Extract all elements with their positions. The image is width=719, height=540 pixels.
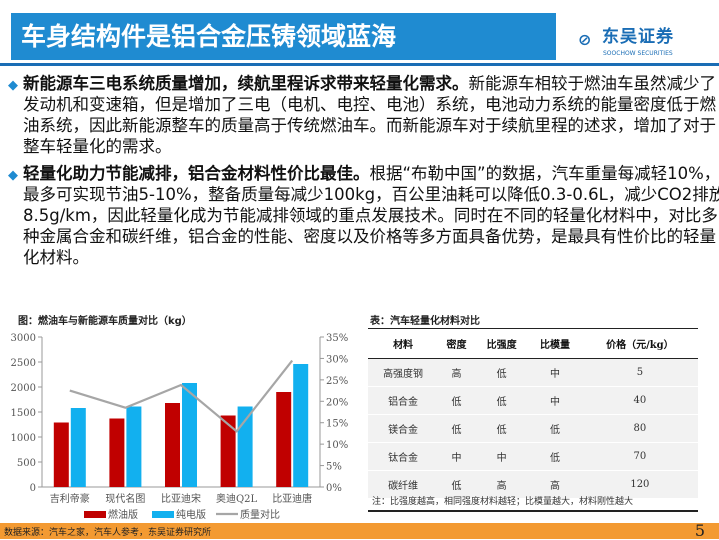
bar-ev — [126, 407, 141, 488]
bar-ev — [182, 383, 197, 487]
table-cell: 钛合金 — [368, 443, 438, 471]
table-cell: 低 — [475, 415, 528, 443]
table-cell: 低 — [475, 387, 528, 415]
paragraph-2: ◆ 轻量化助力节能减排，铝合金材料性价比最佳。根据“布勒中国”的数据，汽车重量每… — [8, 163, 713, 268]
divider — [368, 510, 698, 512]
bar-ev — [293, 364, 308, 487]
line: 油系统，因此新能源整车的质量高于传统燃油车。而新能源车对于续航里程的述求，增加了… — [8, 115, 713, 136]
page-title: 车身结构件是铝合金压铸领域蓝海 — [11, 13, 556, 60]
x-tick-label: 奥迪Q2L — [216, 492, 258, 505]
table-cell: 高强度钢 — [368, 359, 438, 387]
line: 最多可实现节油5-10%，整备质量每减少100kg，百公里油耗可以降低0.3-0… — [8, 184, 713, 205]
legend-label: 纯电版 — [176, 508, 206, 521]
x-tick-label: 现代名图 — [105, 492, 145, 505]
y-tick-label: 0 — [30, 483, 36, 494]
paragraph-1: ◆ 新能源车三电系统质量增加，续航里程诉求带来轻量化需求。新能源车相较于燃油车虽… — [8, 73, 713, 157]
logo-en: SOOCHOW SECURITIES — [603, 50, 673, 58]
legend-swatch-ev — [152, 511, 174, 518]
logo-mark-icon: ⊘ — [578, 30, 600, 52]
table-cell: 高 — [438, 359, 475, 387]
para-2-lead: 轻量化助力节能减排，铝合金材料性价比最佳。 — [23, 164, 370, 183]
line: 化材料。 — [8, 247, 713, 268]
para-1-lead: 新能源车三电系统质量增加，续航里程诉求带来轻量化需求。 — [23, 74, 469, 93]
y2-tick-label: 15% — [326, 419, 348, 430]
table-cell: 铝合金 — [368, 387, 438, 415]
data-source: 数据来源：汽车之家，汽车人参考，东吴证券研究所 — [4, 525, 211, 538]
table-note: 注：比强度越高，相同强度材料越轻；比模量越大，材料刚性越大 — [372, 494, 633, 507]
column-header: 比强度 — [475, 329, 528, 359]
logo-cn: 东吴证券 — [602, 28, 674, 47]
footer: 数据来源：汽车之家，汽车人参考，东吴证券研究所 5 — [0, 523, 719, 539]
bar-fuel — [109, 419, 124, 488]
legend-swatch-fuel — [84, 511, 106, 518]
x-tick-label: 比亚迪宋 — [161, 492, 201, 505]
page-number: 5 — [695, 521, 705, 540]
table-cell: 80 — [582, 415, 698, 443]
table-cell: 70 — [582, 443, 698, 471]
y2-tick-label: 25% — [326, 376, 348, 387]
column-header: 比模量 — [528, 329, 581, 359]
bullet-diamond-icon: ◆ — [8, 165, 18, 186]
bar-fuel — [165, 403, 180, 487]
line: 整车轻量化的需求。 — [8, 136, 713, 157]
y2-tick-label: 35% — [326, 333, 348, 344]
y2-tick-label: 0% — [326, 483, 342, 494]
x-tick-label: 比亚迪唐 — [272, 492, 312, 505]
legend-label: 质量对比 — [240, 508, 280, 521]
divider — [0, 63, 719, 66]
y2-tick-label: 30% — [326, 354, 348, 365]
column-header: 价格（元/kg） — [582, 329, 698, 359]
table-cell: 镁合金 — [368, 415, 438, 443]
line: 种金属合金和碳纤维，铝合金的性能、密度以及价格等多方面具备优势，是最具有性价比的… — [8, 226, 713, 247]
ratio-line — [70, 361, 292, 432]
table-cell: 5 — [582, 359, 698, 387]
legend-label: 燃油版 — [108, 508, 138, 521]
bar-fuel — [276, 392, 291, 487]
chart-title: 图：燃油车与新能源车质量对比（kg） — [18, 312, 192, 327]
y2-tick-label: 20% — [326, 397, 348, 408]
y-tick-label: 3000 — [11, 333, 36, 344]
logo: ⊘ 东吴证券 SOOCHOW SECURITIES — [578, 30, 698, 58]
x-tick-label: 吉利帝豪 — [50, 492, 90, 505]
table-cell: 低 — [475, 359, 528, 387]
y-tick-label: 500 — [17, 458, 36, 469]
table-cell: 低 — [438, 415, 475, 443]
table-cell: 中 — [475, 443, 528, 471]
line: 发动机和变速箱，但是增加了三电（电机、电控、电池）系统，电池动力系统的能量密度低… — [8, 94, 713, 115]
bar-fuel — [54, 423, 69, 488]
line: 8.5g/km，因此轻量化成为节能减排领域的重点发展技术。同时在不同的轻量化材料… — [8, 205, 713, 226]
y-tick-label: 1000 — [11, 433, 36, 444]
line: 根据“布勒中国”的数据，汽车重量每减轻10%， — [370, 164, 719, 183]
table-cell: 中 — [438, 443, 475, 471]
y-tick-label: 1500 — [11, 408, 36, 419]
bullet-diamond-icon: ◆ — [8, 75, 18, 96]
column-header: 材料 — [368, 329, 438, 359]
table-cell: 低 — [528, 443, 581, 471]
table-cell: 40 — [582, 387, 698, 415]
bar-ev — [71, 408, 86, 487]
mass-comparison-chart: 0 500 1000 1500 2000 2500 3000 0% 5% 10% 15% 20% 25%… — [0, 328, 360, 523]
bar-fuel — [221, 416, 236, 488]
table-title: 表：汽车轻量化材料对比 — [370, 312, 480, 327]
table-cell: 中 — [528, 387, 581, 415]
column-header: 密度 — [438, 329, 475, 359]
y-tick-label: 2500 — [11, 358, 36, 369]
table-cell: 低 — [528, 415, 581, 443]
y-tick-label: 2000 — [11, 383, 36, 394]
y2-tick-label: 10% — [326, 440, 348, 451]
bar-ev — [238, 407, 253, 488]
y2-tick-label: 5% — [326, 462, 342, 473]
table-cell: 中 — [528, 359, 581, 387]
table-cell: 低 — [438, 387, 475, 415]
line: 新能源车相较于燃油车虽然减少了 — [469, 74, 717, 93]
